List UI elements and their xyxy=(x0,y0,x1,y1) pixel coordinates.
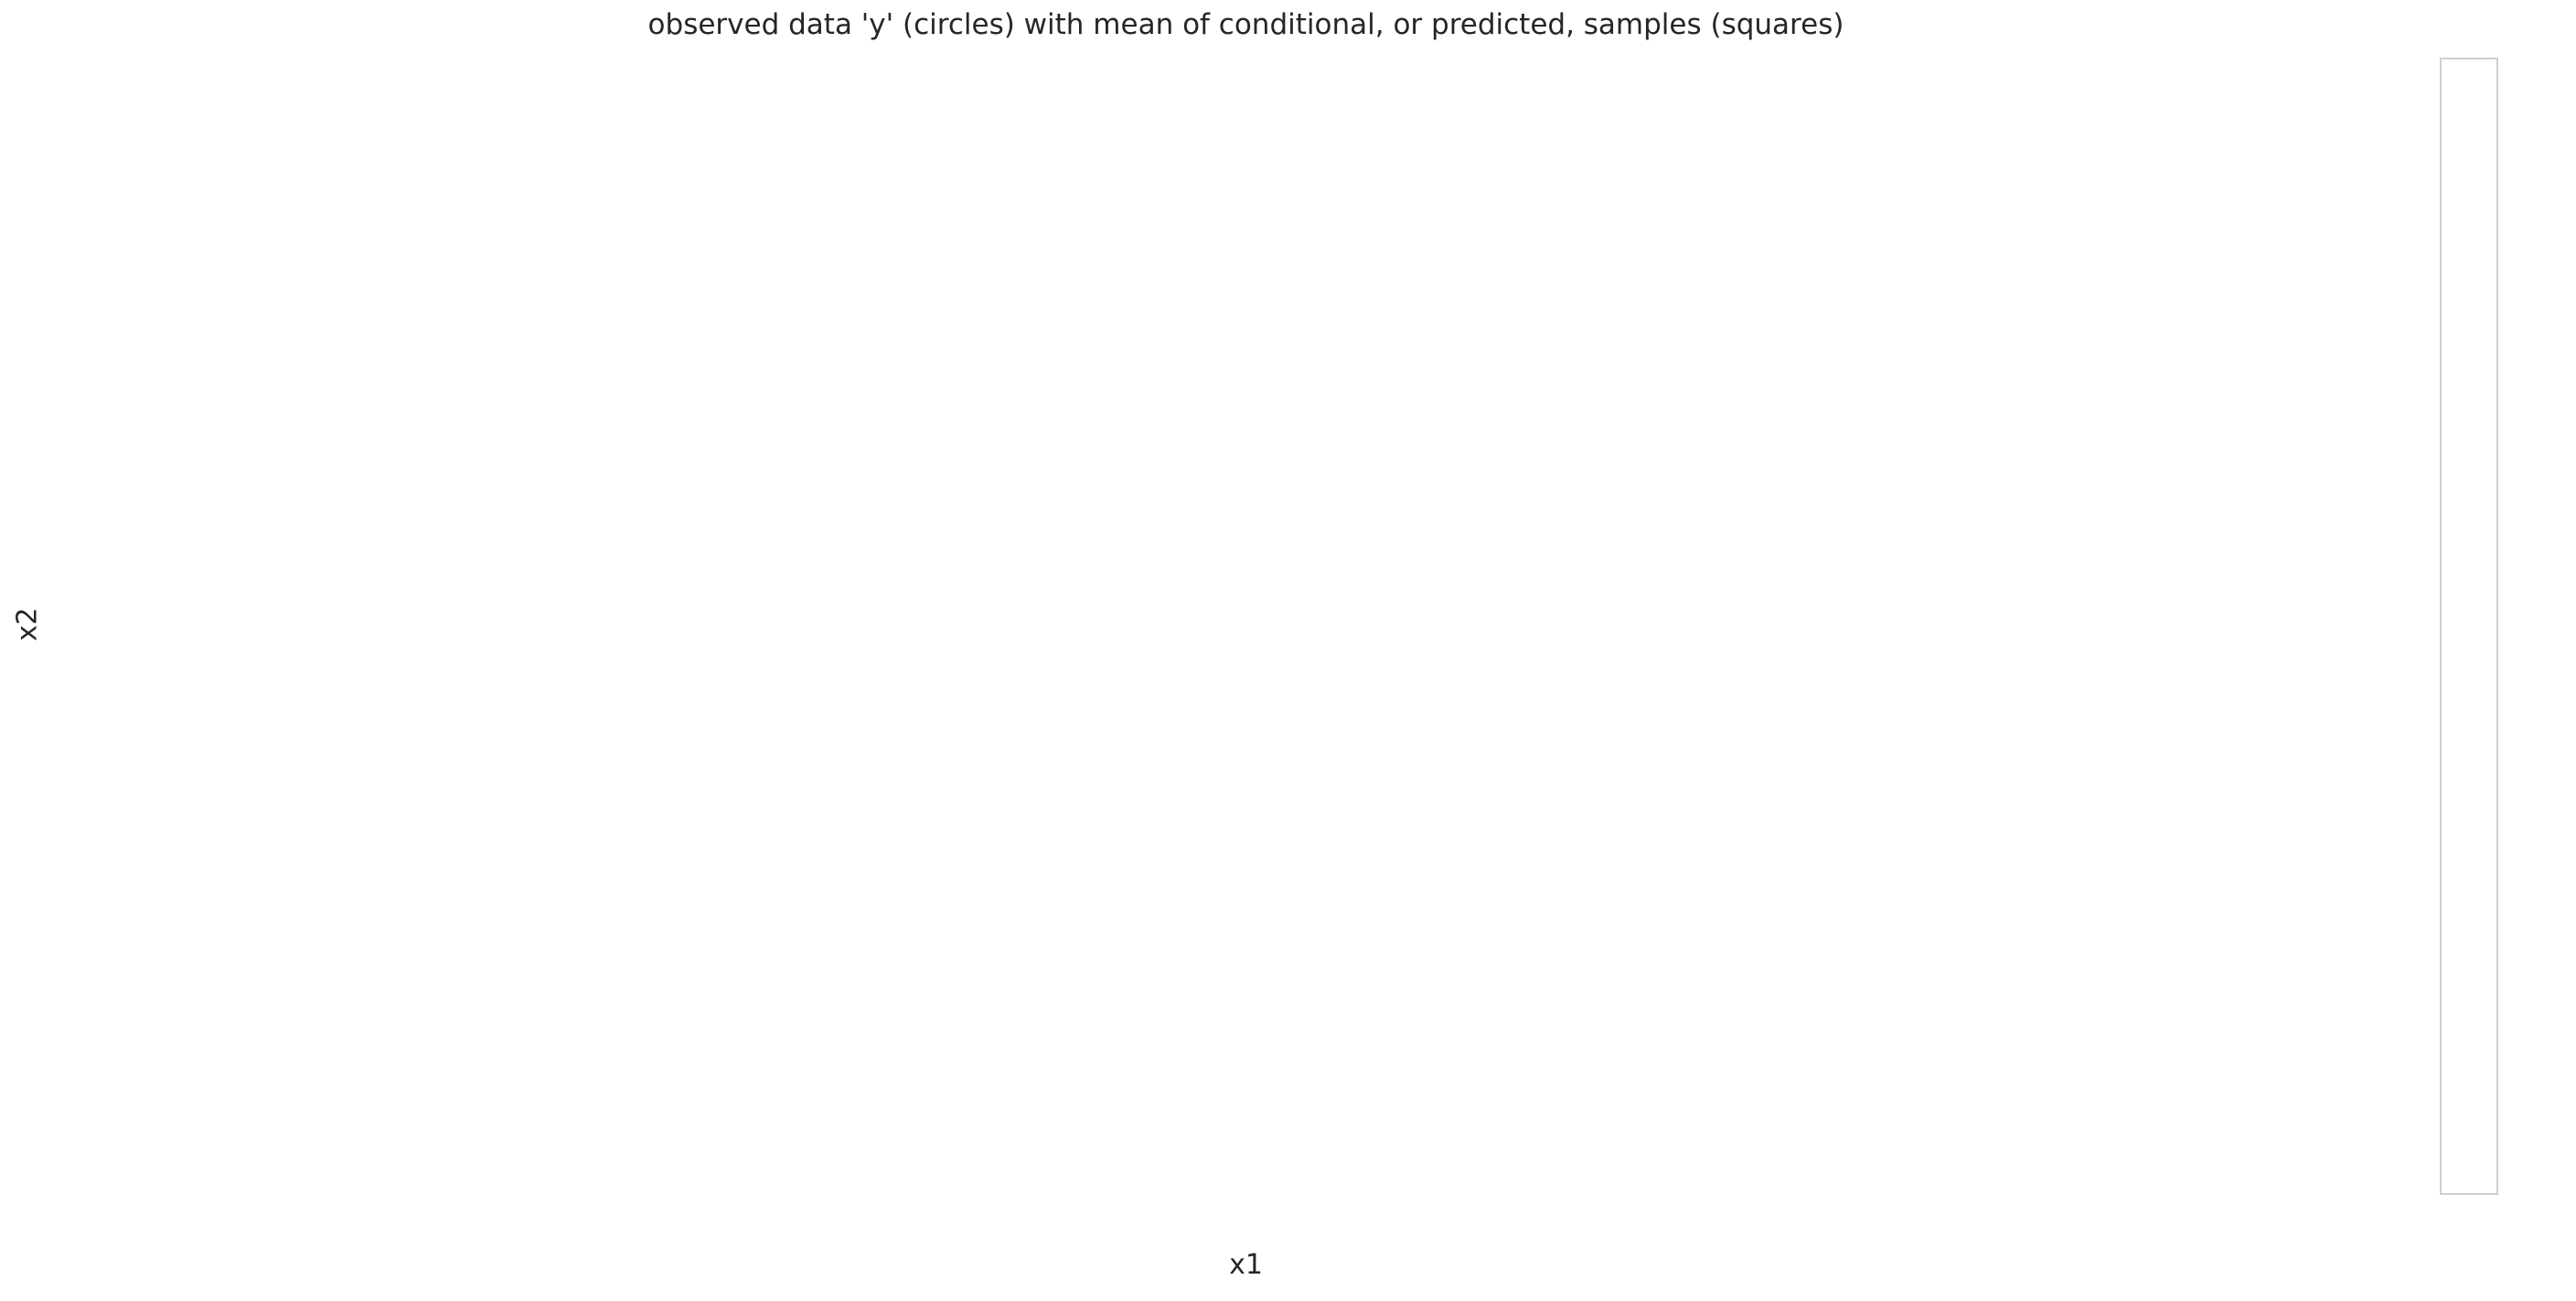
chart-title: observed data 'y' (circles) with mean of… xyxy=(647,8,1844,41)
x-axis-label: x1 xyxy=(1229,1249,1263,1281)
y-axis-label: x2 xyxy=(11,607,44,642)
colorbar xyxy=(2440,58,2498,1195)
